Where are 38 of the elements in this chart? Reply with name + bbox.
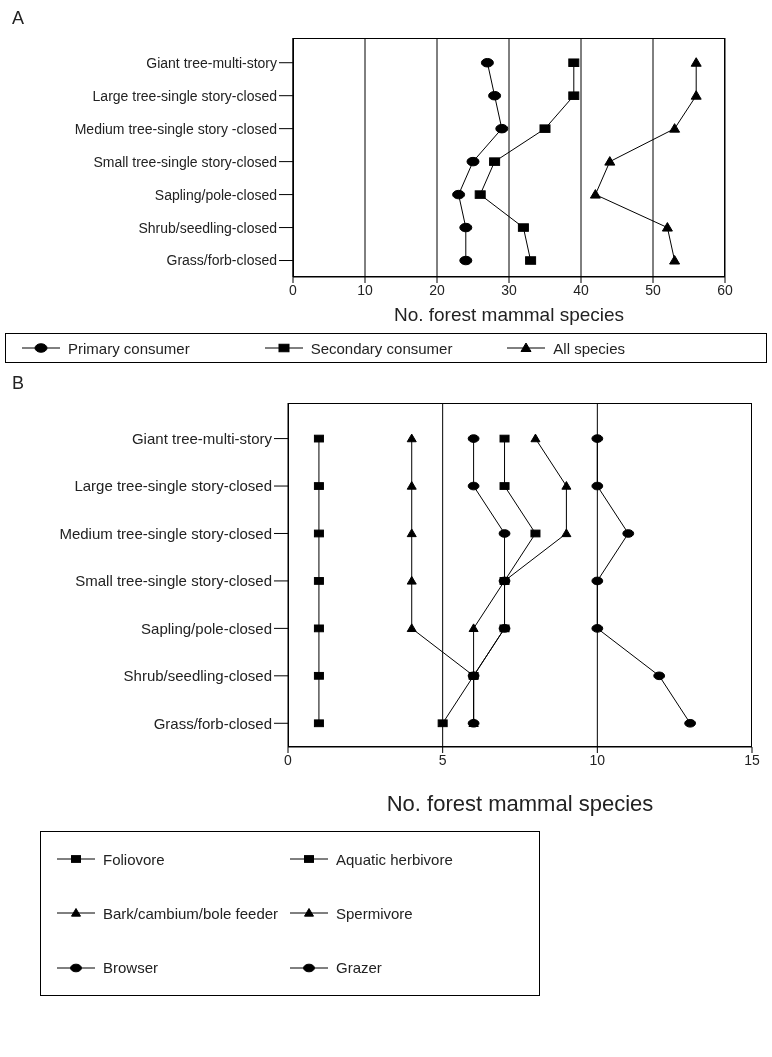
legend-label: Foliovore: [103, 850, 165, 868]
x-tick-label: 0: [284, 751, 293, 768]
x-axis-title: No. forest mammal species: [393, 304, 625, 325]
y-tick-label: Medium tree-single story -closed: [74, 120, 277, 137]
y-tick-label: Grass/forb-closed: [153, 714, 272, 732]
y-tick-label: Small tree-single story-closed: [93, 153, 277, 170]
legend-label: Secondary consumer: [310, 339, 453, 357]
x-tick-label: 10: [357, 281, 373, 298]
legend-label: Grazer: [336, 959, 382, 977]
text: A: [11, 8, 25, 28]
y-tick-label: Sapling/pole-closed: [141, 619, 272, 637]
y-tick-label: Giant tree-multi-story: [131, 429, 273, 447]
y-tick-label: Sapling/pole-closed: [154, 186, 277, 203]
text: B: [11, 373, 25, 393]
x-axis-title: No. forest mammal species: [386, 791, 654, 816]
legend-label: Primary consumer: [68, 339, 190, 357]
y-tick-label: Giant tree-multi-story: [146, 54, 277, 71]
y-tick-label: Small tree-single story-closed: [75, 572, 272, 590]
legend-label: All species: [553, 339, 626, 357]
x-tick-label: 30: [501, 281, 517, 298]
legend-label: Browser: [103, 959, 159, 977]
y-tick-label: Shrub/seedling-closed: [123, 667, 272, 685]
x-tick-label: 0: [289, 281, 298, 298]
y-tick-label: Medium tree-single story-closed: [59, 524, 272, 542]
y-tick-label: Shrub/seedling-closed: [138, 219, 277, 236]
x-tick-label: 15: [744, 751, 760, 768]
y-tick-label: Large tree-single story-closed: [74, 477, 272, 495]
x-tick-label: 20: [429, 281, 445, 298]
y-tick-label: Large tree-single story-closed: [92, 87, 277, 104]
y-tick-label: Grass/forb-closed: [166, 252, 277, 269]
x-tick-label: 50: [645, 281, 661, 298]
legend-label: Aquatic herbivore: [336, 850, 453, 868]
x-tick-label: 10: [589, 751, 606, 768]
x-tick-label: 60: [717, 281, 733, 298]
legend-label: Spermivore: [336, 904, 413, 922]
legend-label: Bark/cambium/bole feeder: [103, 904, 279, 922]
x-tick-label: 5: [438, 751, 447, 768]
x-tick-label: 40: [573, 281, 589, 298]
